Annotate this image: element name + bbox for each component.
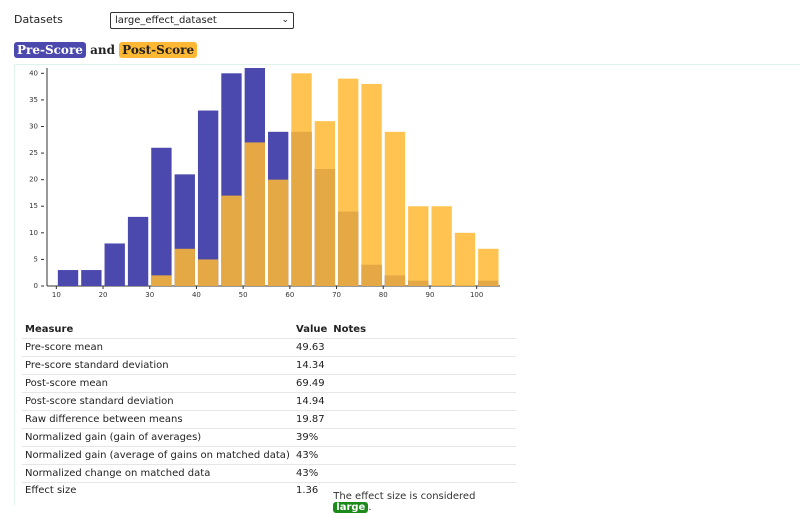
y-tick-label: 20 — [29, 176, 38, 184]
note-cell — [330, 465, 516, 483]
value-cell: 39% — [293, 429, 330, 447]
y-tick-label: 40 — [29, 69, 38, 77]
y-tick-label: 15 — [29, 202, 38, 210]
note-text: . — [368, 502, 371, 513]
y-tick-label: 25 — [29, 149, 38, 157]
value-cell: 43% — [293, 447, 330, 465]
bar — [408, 206, 428, 286]
value-cell: 1.36 — [293, 483, 330, 515]
bar — [315, 121, 335, 286]
x-tick-label: 10 — [52, 291, 61, 299]
measure-cell: Normalized change on matched data — [22, 465, 293, 483]
measure-cell: Normalized gain (gain of averages) — [22, 429, 293, 447]
value-cell: 43% — [293, 465, 330, 483]
note-cell: The effect size is considered large. — [330, 483, 516, 515]
x-tick-label: 80 — [379, 291, 388, 299]
bar — [81, 270, 101, 286]
measure-cell: Post-score mean — [22, 375, 293, 393]
y-tick-label: 0 — [34, 282, 38, 290]
note-cell — [330, 447, 516, 465]
column-header: Notes — [330, 321, 516, 339]
x-tick-label: 60 — [285, 291, 294, 299]
note-cell — [330, 411, 516, 429]
note-text: The effect size is considered — [333, 491, 475, 502]
y-tick-label: 35 — [29, 96, 38, 104]
measure-cell: Effect size — [22, 483, 293, 515]
y-tick-label: 5 — [34, 255, 38, 263]
x-tick-label: 20 — [99, 291, 108, 299]
table-row: Normalized gain (average of gains on mat… — [22, 447, 516, 465]
value-cell: 69.49 — [293, 375, 330, 393]
note-cell — [330, 375, 516, 393]
x-tick-label: 30 — [145, 291, 154, 299]
value-cell: 14.34 — [293, 357, 330, 375]
y-tick-label: 10 — [29, 229, 38, 237]
x-tick-label: 70 — [332, 291, 341, 299]
bar — [291, 73, 311, 286]
y-tick-label: 30 — [29, 122, 38, 130]
table-row: Normalized gain (gain of averages)39% — [22, 429, 516, 447]
measure-cell: Pre-score standard deviation — [22, 357, 293, 375]
measure-cell: Normalized gain (average of gains on mat… — [22, 447, 293, 465]
bar — [58, 270, 78, 286]
x-tick-label: 100 — [470, 291, 483, 299]
bar — [105, 243, 125, 286]
bar — [151, 148, 171, 286]
chart: 0 5 10 15 20 25 30 35 40 10 20 30 40 50 60 70 80 90 100 — [0, 0, 800, 310]
bar — [385, 132, 405, 286]
bar — [128, 217, 148, 286]
measure-cell: Post-score standard deviation — [22, 393, 293, 411]
column-header: Value — [293, 321, 330, 339]
note-cell — [330, 339, 516, 357]
page: Datasets large_effect_dataset⌄ Pre-Score… — [0, 0, 800, 500]
value-cell: 19.87 — [293, 411, 330, 429]
note-cell — [330, 357, 516, 375]
bar — [478, 249, 498, 286]
bar — [431, 206, 451, 286]
note-cell — [330, 393, 516, 411]
bar — [198, 259, 218, 286]
bar — [455, 233, 475, 286]
bar — [338, 79, 358, 286]
effect-badge: large — [333, 502, 368, 513]
x-tick-label: 40 — [192, 291, 201, 299]
bar — [245, 142, 265, 286]
bar — [268, 180, 288, 286]
measure-cell: Raw difference between means — [22, 411, 293, 429]
bar — [151, 275, 171, 286]
value-cell: 49.63 — [293, 339, 330, 357]
bar — [361, 84, 381, 286]
bar — [221, 196, 241, 286]
measure-cell: Pre-score mean — [22, 339, 293, 357]
x-tick-label: 50 — [239, 291, 248, 299]
note-cell — [330, 429, 516, 447]
column-header: Measure — [22, 321, 293, 339]
value-cell: 14.94 — [293, 393, 330, 411]
bar — [175, 249, 195, 286]
x-tick-label: 90 — [425, 291, 434, 299]
